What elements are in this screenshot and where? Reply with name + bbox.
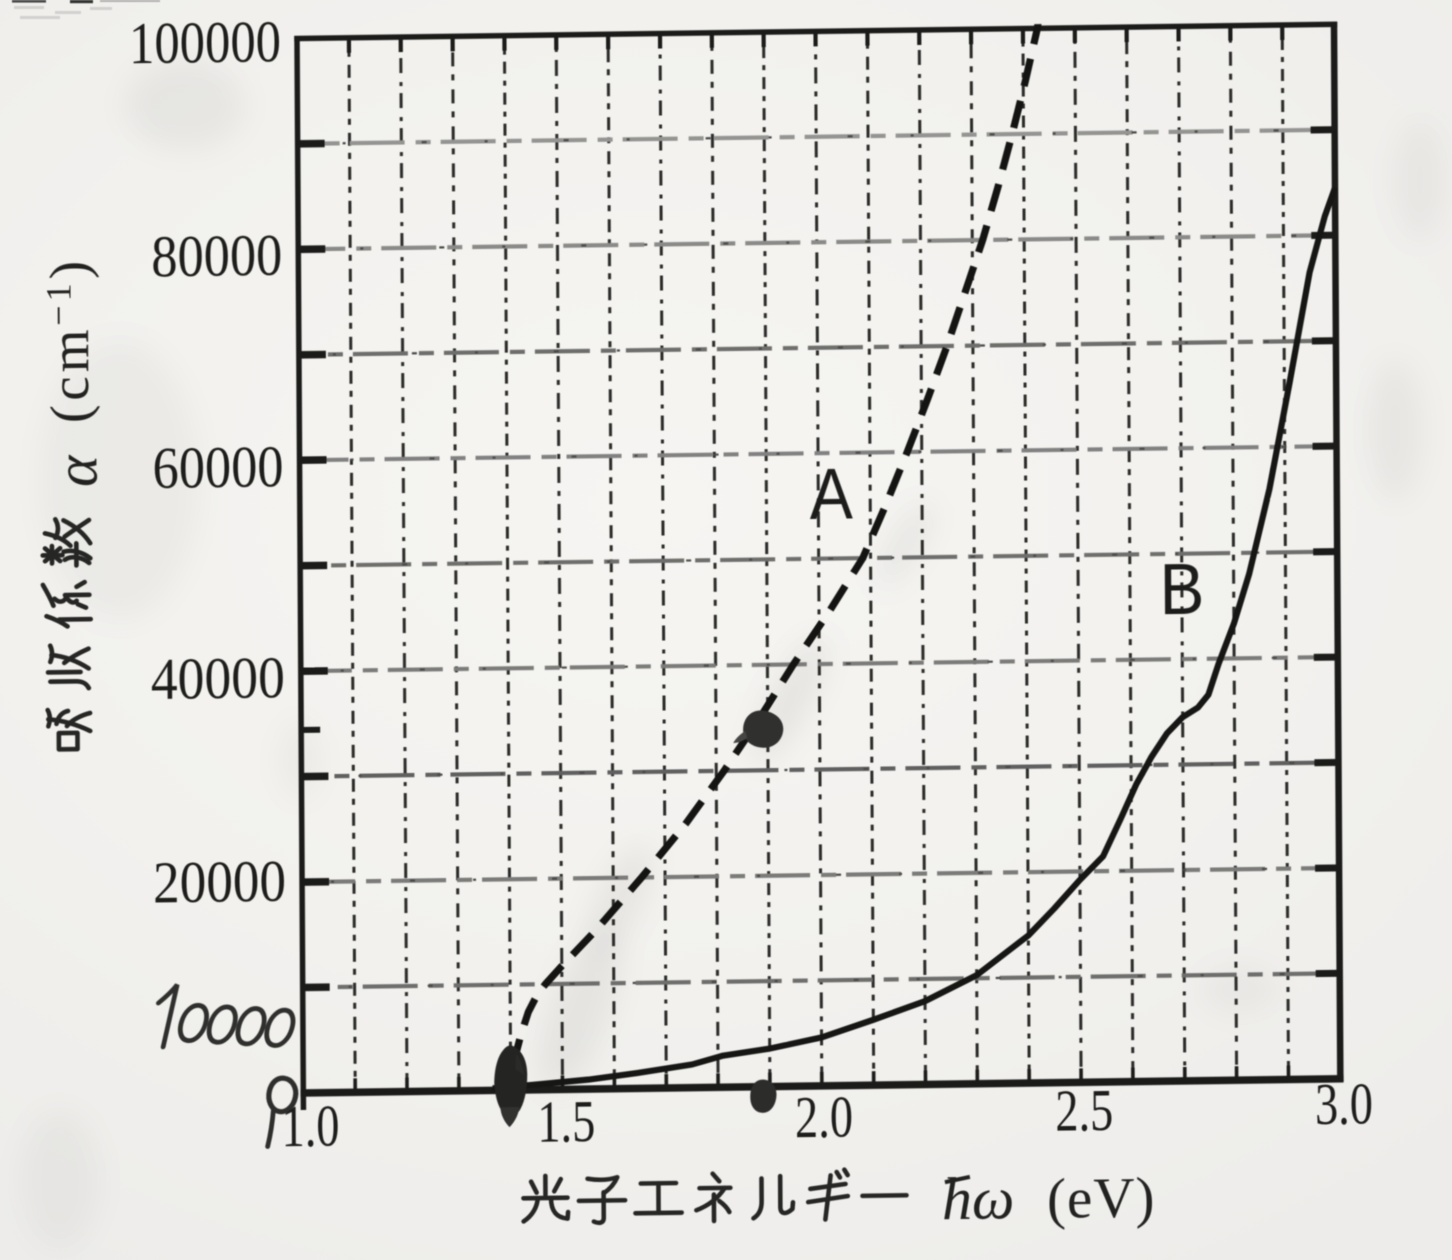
svg-text:(cm−1): (cm−1) <box>38 257 100 424</box>
svg-text:(eV): (eV) <box>1047 1166 1156 1230</box>
svg-text:100000: 100000 <box>129 8 281 76</box>
svg-text:3.0: 3.0 <box>1315 1070 1373 1137</box>
svg-text:60000: 60000 <box>152 433 283 501</box>
svg-text:80000: 80000 <box>151 222 282 290</box>
svg-text:α: α <box>43 454 109 488</box>
svg-text:2.0: 2.0 <box>795 1083 853 1150</box>
svg-text:A: A <box>810 454 853 535</box>
svg-text:1.5: 1.5 <box>537 1088 595 1155</box>
svg-text:B: B <box>1159 550 1204 631</box>
svg-text:40000: 40000 <box>151 644 285 712</box>
svg-text:hω: hω <box>942 1165 1015 1232</box>
svg-text:1.0: 1.0 <box>281 1093 339 1160</box>
svg-text:20000: 20000 <box>153 848 286 916</box>
svg-text:2.5: 2.5 <box>1055 1077 1113 1144</box>
